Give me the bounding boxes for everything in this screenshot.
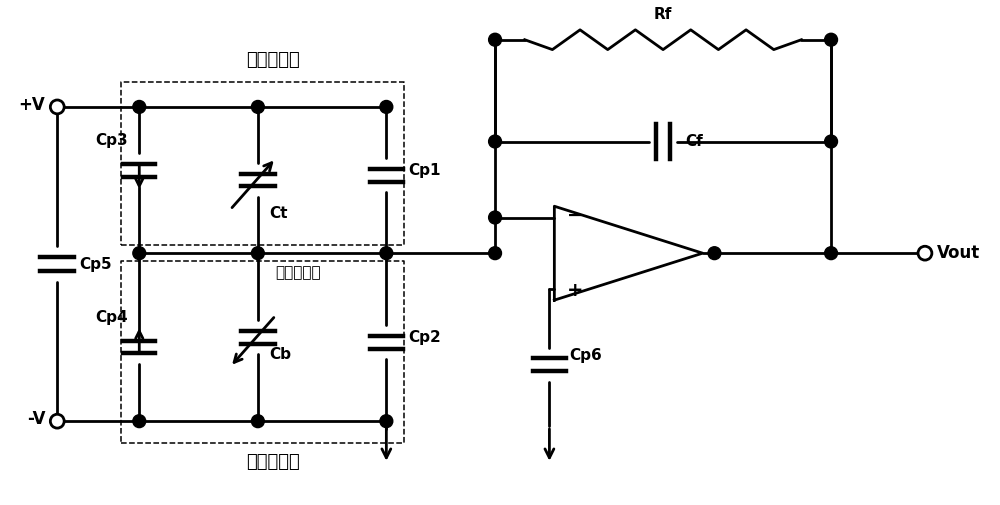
Circle shape [133, 415, 146, 428]
Circle shape [380, 247, 393, 260]
Circle shape [251, 415, 264, 428]
Circle shape [825, 247, 837, 260]
Text: -V: -V [27, 410, 45, 428]
Text: +: + [567, 281, 584, 300]
Circle shape [918, 246, 932, 260]
Circle shape [50, 100, 64, 114]
Text: 可动质量快: 可动质量快 [276, 265, 321, 280]
Circle shape [489, 247, 501, 260]
Text: Rf: Rf [654, 7, 672, 22]
Circle shape [133, 100, 146, 113]
Circle shape [133, 247, 146, 260]
Circle shape [380, 100, 393, 113]
Circle shape [825, 33, 837, 46]
Text: Cp5: Cp5 [79, 257, 112, 272]
Text: Cb: Cb [270, 347, 292, 362]
Circle shape [489, 135, 501, 148]
Circle shape [50, 414, 64, 428]
Circle shape [251, 247, 264, 260]
Text: Cp3: Cp3 [95, 133, 127, 148]
Circle shape [251, 100, 264, 113]
Circle shape [489, 211, 501, 224]
Text: Cp2: Cp2 [408, 330, 441, 345]
Circle shape [708, 247, 721, 260]
Circle shape [489, 33, 501, 46]
Text: 下固定极板: 下固定极板 [246, 453, 300, 471]
Circle shape [825, 135, 837, 148]
Text: 上固定极板: 上固定极板 [246, 52, 300, 69]
Text: +V: +V [19, 96, 45, 114]
Circle shape [380, 415, 393, 428]
Text: Ct: Ct [270, 206, 288, 221]
Text: −: − [567, 206, 584, 225]
Text: Cp6: Cp6 [569, 347, 602, 363]
Text: Vout: Vout [937, 244, 980, 262]
Text: Cp1: Cp1 [408, 163, 441, 178]
Text: Cf: Cf [685, 134, 703, 149]
Text: Cp4: Cp4 [95, 311, 127, 325]
